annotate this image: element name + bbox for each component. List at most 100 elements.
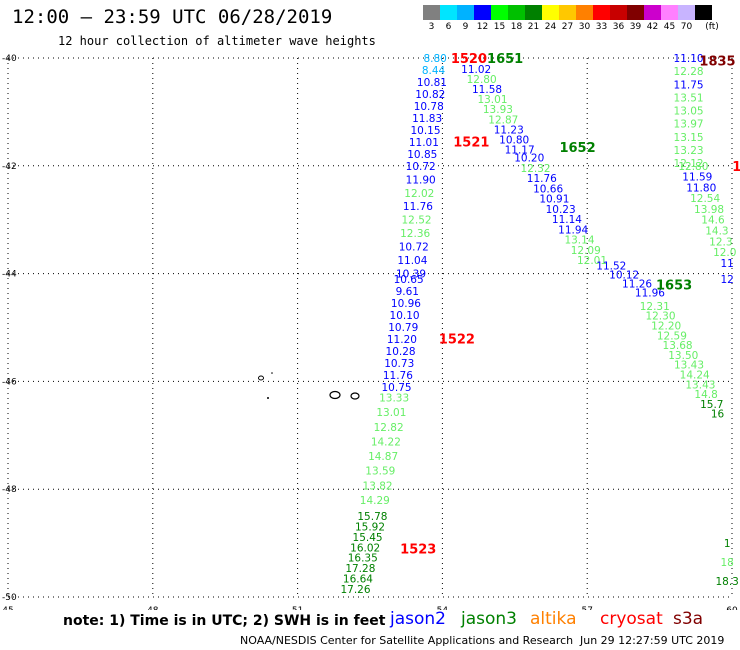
legend-s3a: s3a [673, 609, 704, 629]
jason3-wave-height-value: 12.20 [651, 321, 681, 333]
jason3-wave-height-value: 12.28 [674, 66, 704, 78]
jason3-wave-height-value: 13.68 [663, 340, 693, 352]
jason3-wave-height-value: 13.43 [674, 360, 704, 372]
jason2-wave-height-value: 13.82 [363, 480, 393, 492]
scale-unit-label: (ft) [705, 22, 719, 32]
jason2-wave-height-value: 10.96 [391, 298, 421, 310]
scale-swatch [593, 5, 610, 20]
jason2-wave-height-value: 8.80 [423, 53, 446, 65]
pass-time-label: 1522 [439, 332, 475, 347]
jason3-wave-height-value: 13.15 [674, 132, 704, 144]
jason3-wave-height-value: 11.26 [622, 278, 652, 290]
jason2-wave-height-value: 14.29 [360, 495, 390, 507]
jason2-wave-height-value: 10.75 [382, 382, 412, 394]
jason2-wave-height-value: 10.79 [388, 322, 418, 334]
jason3-wave-height-value: 13.01 [477, 94, 507, 106]
jason3-wave-height-value: 13.50 [668, 350, 698, 362]
jason3-wave-height-value: 12.59 [657, 330, 687, 342]
jason2-wave-height-value: 11.01 [409, 137, 439, 149]
jason2-wave-height-value: 11.90 [406, 174, 436, 186]
jason3-wave-height-value: 11.80 [686, 182, 716, 194]
jason3-wave-height-value: 11.94 [558, 224, 588, 236]
jason3-wave-height-value: 11.52 [596, 261, 626, 273]
jason2-wave-height-value: 10.28 [386, 346, 416, 358]
jason3-wave-height-value: 18 [720, 557, 733, 569]
jason2-wave-height-value: 12.36 [400, 228, 430, 240]
jason3-wave-height-value: 12.3 [709, 236, 732, 248]
jason3-wave-height-value: 10.12 [609, 269, 639, 281]
jason3-wave-height-value: 11.14 [552, 214, 582, 226]
scale-swatch [457, 5, 474, 20]
jason3-wave-height-value: 10.80 [499, 135, 529, 147]
jason3-wave-height-value: 13.98 [694, 204, 724, 216]
jason3-wave-height-value: 11.58 [472, 84, 502, 96]
jason2-wave-height-value: 10.10 [390, 310, 420, 322]
scale-label: 21 [527, 22, 540, 32]
island-shape [329, 390, 341, 400]
latitude-tick-label: -48 [2, 485, 17, 495]
scale-label: 9 [462, 22, 469, 32]
jason3-wave-height-value: 12.87 [488, 114, 518, 126]
scale-label: 24 [544, 22, 557, 32]
jason3-wave-height-value: 14.8 [694, 389, 717, 401]
scale-label: 15 [493, 22, 506, 32]
jason3-wave-height-value: 16 [711, 409, 725, 421]
jason3-wave-height-value: 10.66 [533, 183, 563, 195]
jason3-wave-height-value: 13.93 [483, 104, 513, 116]
jason2-wave-height-value: 14.87 [368, 451, 398, 463]
map-title: 12:00 – 23:59 UTC 06/28/2019 [12, 6, 333, 28]
jason2-wave-height-value: 10.15 [410, 125, 440, 137]
island-shape [258, 375, 264, 381]
scale-swatch [627, 5, 644, 20]
jason3-wave-height-value: 10.20 [514, 153, 544, 165]
jason3-wave-height-value: 14.6 [701, 215, 725, 227]
scale-label: 30 [578, 22, 591, 32]
jason3-wave-height-value: 12.12 [674, 158, 704, 170]
jason3-wave-height-value: 14.24 [680, 370, 710, 382]
altimeter-map: 454851545760-40-42-44-46-48-508.808.4410… [2, 52, 740, 610]
jason2-wave-height-value: 12.02 [404, 188, 434, 200]
jason2-wave-height-value: 16.35 [348, 553, 378, 565]
jason3-wave-height-value: 13.14 [564, 235, 594, 247]
scale-label: 27 [561, 22, 574, 32]
jason3-wave-height-value: 11.17 [505, 145, 535, 157]
jason2-wave-height-value: 10.72 [399, 242, 429, 254]
island-shape [267, 397, 269, 399]
scale-swatch [695, 5, 712, 20]
jason2-wave-height-value: 13.33 [379, 393, 409, 405]
jason2-wave-height-value: 13.59 [365, 466, 395, 478]
scale-label: 6 [445, 22, 452, 32]
scale-label: 39 [629, 22, 642, 32]
pass-time-label: 1523 [400, 542, 436, 557]
footer-timestamp: Jun 29 12:27:59 UTC 2019 [580, 634, 725, 647]
scale-swatch [576, 5, 593, 20]
jason3-wave-height-value: 15.7 [700, 399, 723, 411]
jason3-wave-height-value: 13.23 [674, 145, 704, 157]
legend-jason3: jason3 [461, 609, 517, 629]
jason2-wave-height-value: 11.20 [387, 334, 417, 346]
jason3-wave-height-value: 11.75 [674, 79, 704, 91]
jason3-wave-height-value: 11.10 [674, 53, 704, 65]
pass-time-label: 1835 [699, 55, 735, 70]
jason3-wave-height-value: 10.91 [539, 194, 569, 206]
pass-time-label: 1 [732, 160, 740, 175]
jason2-wave-height-value: 9.61 [396, 286, 419, 298]
jason2-wave-height-value: 10.73 [384, 358, 414, 370]
pass-time-label: 1653 [656, 278, 692, 293]
longitude-tick-label: 51 [292, 606, 303, 610]
jason2-wave-height-value: 12.82 [374, 422, 404, 434]
jason2-wave-height-value: 11.76 [403, 201, 433, 213]
jason3-wave-height-value: 12.01 [577, 255, 607, 267]
latitude-tick-label: -40 [2, 54, 17, 64]
longitude-tick-label: 54 [437, 606, 449, 610]
scale-swatch [542, 5, 559, 20]
scale-swatch [525, 5, 542, 20]
scale-swatch [491, 5, 508, 20]
jason2-wave-height-value: 10.39 [396, 269, 426, 281]
pass-time-label: 1652 [559, 141, 595, 156]
jason2-wave-height-value: 13.01 [376, 407, 406, 419]
legend-jason2: jason2 [390, 609, 446, 629]
jason2-wave-height-value: 11.76 [383, 370, 413, 382]
jason2-wave-height-value: 16.64 [343, 574, 373, 586]
jason3-wave-height-value: 11.96 [635, 287, 665, 299]
